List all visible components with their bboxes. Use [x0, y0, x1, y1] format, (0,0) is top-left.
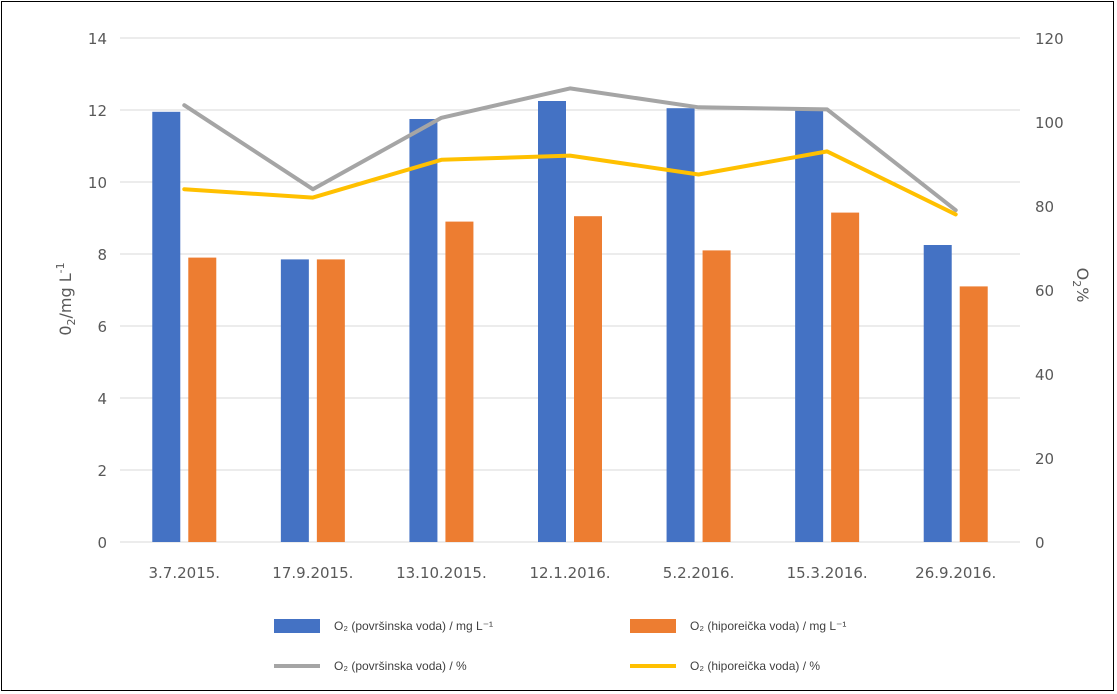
- legend-label: O₂ (površinska voda) / %: [334, 659, 467, 673]
- bar: [280, 259, 309, 542]
- bar: [538, 101, 566, 542]
- right-tick-label: 20: [1035, 450, 1054, 468]
- right-tick-label: 80: [1035, 198, 1054, 216]
- legend-label: O₂ (hiporeička voda) / %: [690, 659, 820, 673]
- right-tick-label: 120: [1035, 30, 1064, 48]
- right-tick-label: 100: [1035, 114, 1064, 132]
- x-tick-label: 26.9.2016.: [915, 564, 996, 582]
- legend-label: O₂ (hiporeička voda) / mg L⁻¹: [690, 619, 846, 633]
- right-tick-label: 0: [1035, 534, 1045, 552]
- series-line: [182, 149, 958, 217]
- legend: O₂ (površinska voda) / mg L⁻¹ O₂ (hiporei…: [274, 619, 846, 673]
- left-tick-label: 2: [97, 462, 107, 480]
- x-axis-ticks: 3.7.2015. 17.9.2015. 13.10.2015. 12.1.2016.…: [148, 564, 996, 582]
- right-tick-label: 60: [1035, 282, 1054, 300]
- x-tick-label: 3.7.2015.: [148, 564, 220, 582]
- gridlines: [120, 37, 1020, 543]
- left-tick-label: 12: [88, 102, 107, 120]
- bar: [316, 259, 345, 542]
- left-tick-label: 14: [88, 30, 107, 48]
- bar: [409, 119, 438, 542]
- left-tick-label: 6: [97, 318, 107, 336]
- lines: [182, 86, 958, 217]
- bar: [188, 257, 217, 542]
- legend-swatch: [630, 619, 676, 633]
- bar: [702, 250, 731, 542]
- right-axis-ticks: 0 20 40 60 80 100 120: [1035, 30, 1064, 552]
- x-tick-label: 13.10.2015.: [396, 564, 487, 582]
- series-line: [182, 86, 958, 213]
- right-tick-label: 40: [1035, 366, 1054, 384]
- left-tick-label: 8: [97, 246, 107, 264]
- right-axis-title: O2%: [1070, 268, 1092, 303]
- bar: [574, 216, 602, 542]
- x-tick-label: 5.2.2016.: [663, 564, 735, 582]
- legend-label: O₂ (površinska voda) / mg L⁻¹: [334, 619, 493, 633]
- bar: [795, 110, 824, 542]
- legend-swatch: [274, 619, 320, 633]
- bar: [923, 245, 952, 542]
- bar: [959, 286, 988, 542]
- x-tick-label: 17.9.2015.: [272, 564, 353, 582]
- bar: [445, 221, 474, 542]
- x-tick-label: 12.1.2016.: [529, 564, 610, 582]
- left-tick-label: 10: [88, 174, 107, 192]
- left-tick-label: 0: [97, 534, 107, 552]
- bar: [152, 111, 181, 543]
- bars: [152, 101, 988, 543]
- bar: [831, 212, 860, 542]
- left-axis-ticks: 0 2 4 6 8 10 12 14: [88, 30, 107, 552]
- left-axis-title: 02/mg L-1: [54, 262, 78, 335]
- bar: [666, 108, 695, 542]
- left-tick-label: 4: [97, 390, 107, 408]
- x-tick-label: 15.3.2016.: [787, 564, 868, 582]
